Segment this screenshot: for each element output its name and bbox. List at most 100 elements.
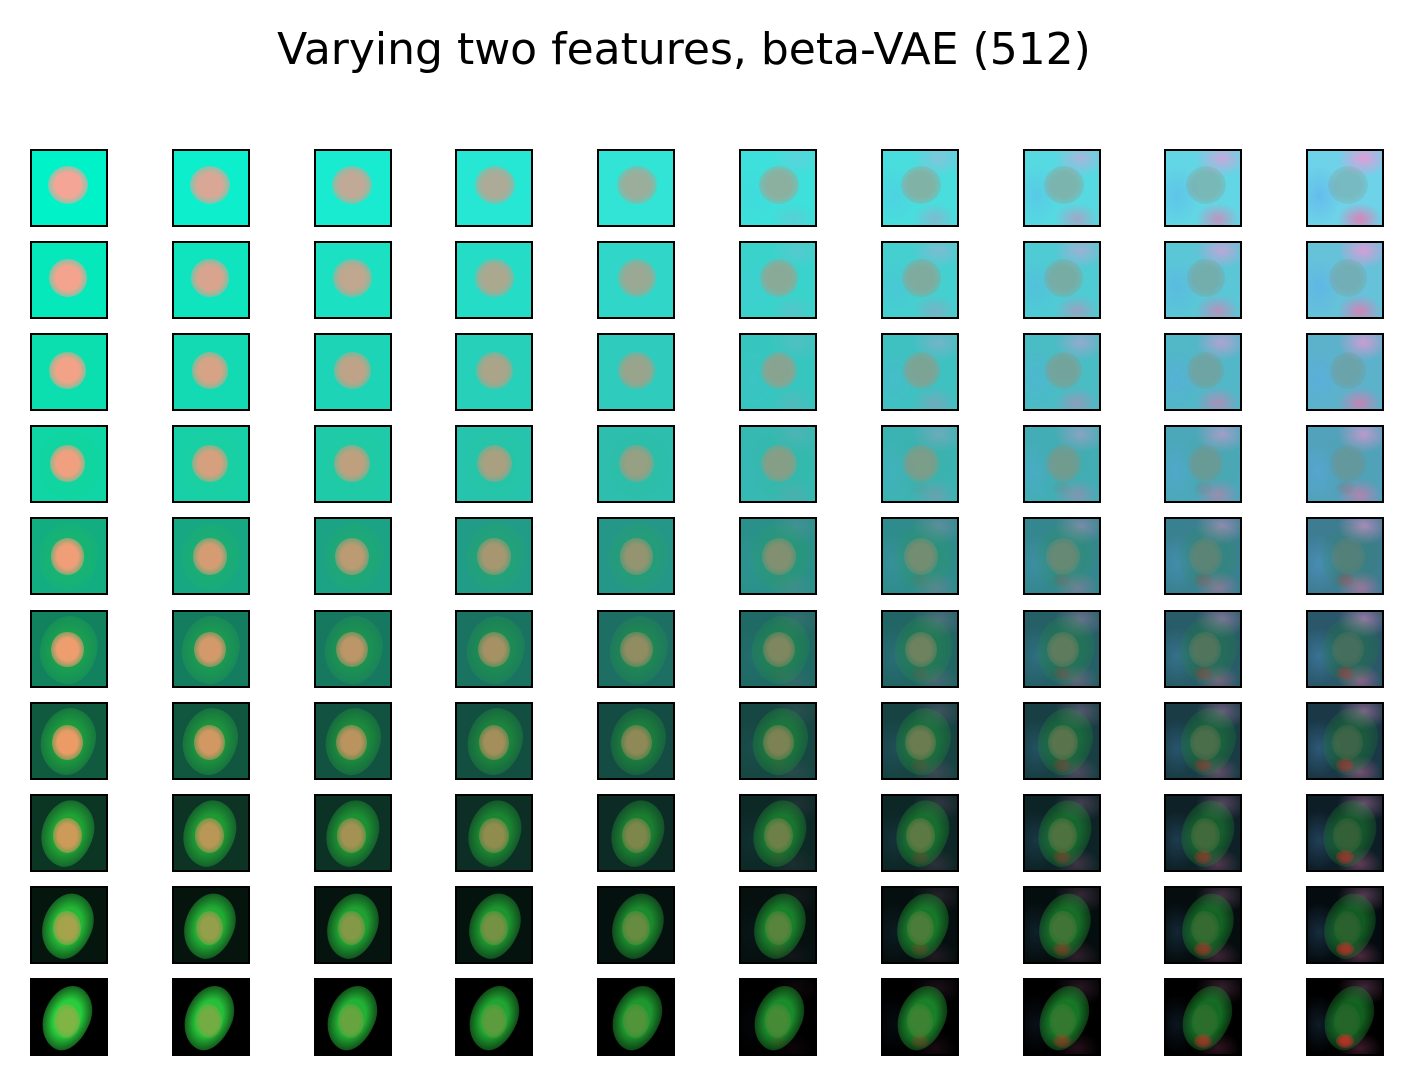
generated-cell-image xyxy=(880,517,959,596)
cell-nucleus xyxy=(905,724,937,760)
image-texture xyxy=(1166,427,1241,502)
generated-cell-image xyxy=(597,977,676,1056)
generated-cell-image xyxy=(597,149,676,227)
cell-nucleus xyxy=(1191,1003,1218,1038)
generated-cell-image xyxy=(1164,609,1243,688)
red-spot xyxy=(1336,481,1355,496)
figure-title: Varying two features, beta-VAE (512) xyxy=(277,24,1091,75)
generated-cell-image xyxy=(1306,701,1385,780)
generated-cell-image xyxy=(739,333,817,412)
red-spot xyxy=(910,481,929,496)
cell-nucleus xyxy=(335,631,369,668)
cell-nucleus xyxy=(334,445,370,482)
cell-nucleus xyxy=(906,817,936,853)
red-spot xyxy=(1194,573,1213,588)
cell-nucleus xyxy=(763,724,794,760)
generated-cell-image xyxy=(1306,425,1385,504)
cell-nucleus xyxy=(1189,724,1221,760)
cell-nucleus xyxy=(1188,538,1223,575)
cell-nucleus xyxy=(1332,817,1362,853)
cell-nucleus xyxy=(1333,910,1362,946)
generated-cell-image xyxy=(313,885,392,964)
red-spot xyxy=(1194,849,1213,864)
red-spot xyxy=(910,757,929,772)
cell-nucleus xyxy=(195,910,224,946)
cell-nucleus xyxy=(618,445,655,482)
red-spot xyxy=(1194,941,1213,956)
cell-nucleus xyxy=(190,166,231,204)
generated-cell-image xyxy=(171,701,250,780)
cell-nucleus xyxy=(474,166,515,204)
cell-nucleus xyxy=(194,724,225,760)
cell-nucleus xyxy=(617,259,657,297)
cell-nucleus xyxy=(1185,166,1226,204)
cell-nucleus xyxy=(1331,631,1364,668)
cell-nucleus xyxy=(51,631,84,668)
cell-nucleus xyxy=(333,352,371,390)
cell-nucleus xyxy=(1187,352,1225,390)
red-spot xyxy=(769,1033,787,1048)
cell-nucleus xyxy=(620,724,652,760)
cell-nucleus xyxy=(478,631,511,668)
generated-cell-image xyxy=(597,701,676,780)
image-texture xyxy=(1166,243,1241,318)
generated-cell-image xyxy=(739,517,817,596)
cell-nucleus xyxy=(332,166,373,204)
cell-nucleus xyxy=(54,1003,80,1038)
generated-cell-image xyxy=(1164,793,1243,872)
cell-nucleus xyxy=(1328,259,1368,297)
cell-nucleus xyxy=(620,631,653,668)
cell-nucleus xyxy=(763,817,793,853)
cell-nucleus xyxy=(1330,538,1365,575)
red-spot xyxy=(1194,757,1213,772)
red-spot xyxy=(769,757,787,772)
red-spot xyxy=(1052,849,1071,864)
generated-cell-image xyxy=(880,977,959,1056)
generated-cell-image xyxy=(1164,241,1243,320)
red-spot xyxy=(769,941,787,956)
generated-cell-image xyxy=(313,425,392,504)
generated-cell-image xyxy=(455,793,534,872)
generated-cell-image xyxy=(739,701,817,780)
generated-cell-image xyxy=(1022,701,1101,780)
generated-cell-image xyxy=(1022,517,1101,596)
generated-cell-image xyxy=(171,241,250,320)
generated-cell-image xyxy=(30,517,108,596)
image-texture xyxy=(1308,243,1383,318)
cell-nucleus xyxy=(904,631,938,668)
generated-cell-image xyxy=(1306,241,1385,320)
image-texture xyxy=(1024,151,1099,225)
generated-cell-image xyxy=(30,425,108,504)
cell-nucleus xyxy=(1186,259,1226,297)
generated-cell-image xyxy=(1022,149,1101,227)
cell-nucleus xyxy=(906,910,935,946)
generated-cell-image xyxy=(171,425,250,504)
cell-nucleus xyxy=(336,724,368,760)
generated-cell-image xyxy=(1164,701,1243,780)
generated-cell-image xyxy=(1306,793,1385,872)
red-spot xyxy=(910,665,929,680)
generated-cell-image xyxy=(1164,425,1243,504)
cell-nucleus xyxy=(1187,445,1224,482)
cell-nucleus xyxy=(759,259,799,297)
image-texture xyxy=(1308,151,1383,225)
cell-nucleus xyxy=(1048,817,1078,853)
cell-body xyxy=(1317,154,1383,224)
cell-nucleus xyxy=(337,910,366,946)
generated-cell-image xyxy=(1022,609,1101,688)
cell-nucleus xyxy=(338,1003,365,1038)
cell-nucleus xyxy=(333,259,372,297)
cell-nucleus xyxy=(52,817,82,853)
generated-cell-image xyxy=(739,149,817,227)
generated-cell-image xyxy=(455,517,534,596)
generated-cell-image xyxy=(597,425,676,504)
cell-nucleus xyxy=(1045,352,1082,390)
cell-nucleus xyxy=(616,166,657,204)
red-spot xyxy=(1336,1033,1355,1048)
cell-nucleus xyxy=(478,724,510,760)
cell-nucleus xyxy=(760,352,798,390)
cell-nucleus xyxy=(764,910,793,946)
cell-nucleus xyxy=(902,352,940,390)
cell-nucleus xyxy=(191,352,229,390)
